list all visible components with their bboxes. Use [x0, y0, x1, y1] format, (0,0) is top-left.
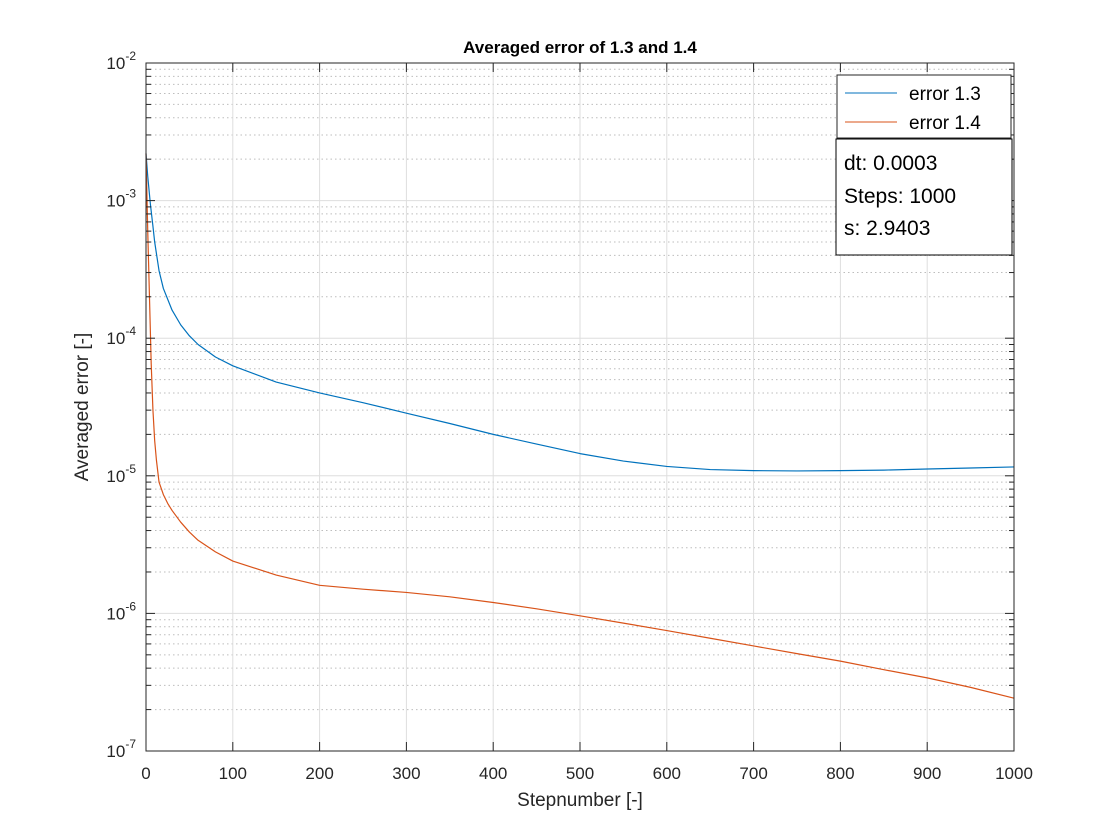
- info-line-steps: Steps: 1000: [844, 185, 956, 208]
- info-line-s: s: 2.9403: [844, 217, 930, 240]
- x-axis-label: Stepnumber [-]: [517, 790, 643, 811]
- axis-ticks: [145, 62, 1015, 752]
- series-layer: [145, 153, 1015, 699]
- major-grid: [146, 63, 1014, 751]
- y-tick-label: 10-4: [106, 324, 136, 348]
- x-tick-label: 300: [392, 764, 420, 783]
- minor-grid: [146, 68, 1014, 711]
- x-tick-label: 1000: [995, 764, 1033, 783]
- legend-label-error-1-3: error 1.3: [909, 84, 981, 105]
- legend: error 1.3 error 1.4: [836, 74, 1012, 139]
- y-tick-label: 10-3: [106, 187, 136, 211]
- y-tick-label: 10-7: [106, 737, 136, 761]
- series-line-error-1-4: [145, 153, 1015, 699]
- info-annotation-box: [835, 138, 1013, 256]
- x-tick-labels: 0 100 200 300 400 500 600 700 800 900 1000: [141, 764, 1033, 783]
- legend-label-error-1-4: error 1.4: [909, 113, 981, 134]
- x-tick-label: 900: [913, 764, 941, 783]
- x-tick-label: 800: [826, 764, 854, 783]
- y-axis-label: Averaged error [-]: [72, 333, 93, 482]
- info-line-dt: dt: 0.0003: [844, 152, 937, 175]
- y-tick-label: 10-5: [106, 462, 136, 486]
- x-tick-label: 700: [739, 764, 767, 783]
- x-tick-label: 600: [653, 764, 681, 783]
- x-tick-label: 500: [566, 764, 594, 783]
- x-tick-label: 400: [479, 764, 507, 783]
- x-tick-label: 0: [141, 764, 150, 783]
- series-line-error-1-3: [145, 153, 1015, 472]
- x-tick-label: 100: [219, 764, 247, 783]
- info-annotation: dt: 0.0003 Steps: 1000 s: 2.9403: [835, 138, 1013, 256]
- y-tick-label: 10-2: [106, 49, 136, 73]
- y-tick-label: 10-6: [106, 599, 136, 623]
- x-tick-label: 200: [305, 764, 333, 783]
- legend-box: [836, 74, 1012, 139]
- y-tick-labels: 10-7 10-6 10-5 10-4 10-3 10-2: [106, 49, 136, 761]
- chart-title: Averaged error of 1.3 and 1.4: [463, 38, 697, 57]
